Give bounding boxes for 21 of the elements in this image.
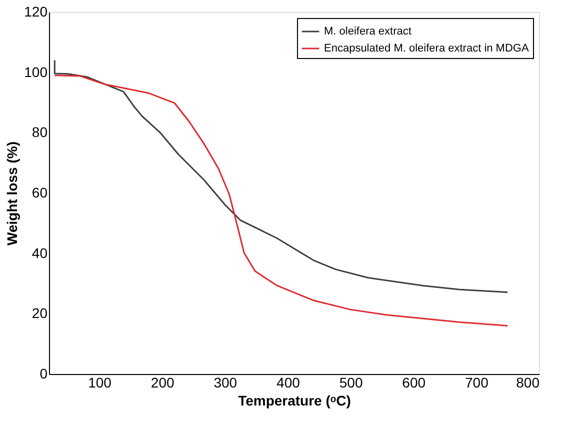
y-tick-label: 80 <box>32 124 48 140</box>
x-tick-label: 200 <box>150 374 174 390</box>
line-series <box>54 60 508 293</box>
x-tick-label: 500 <box>339 374 363 390</box>
y-axis-title: Weight loss (%) <box>4 142 20 246</box>
y-tick-label: 120 <box>24 4 48 20</box>
y-tick-label: 20 <box>32 305 48 322</box>
y-tick-label: 40 <box>32 244 48 261</box>
y-tick-label: 100 <box>24 64 48 80</box>
y-tick-label: 0 <box>40 366 48 382</box>
x-tick-label: 600 <box>402 374 426 390</box>
line-series <box>54 74 508 326</box>
x-tick-label: 800 <box>516 374 540 390</box>
x-tick-label: 400 <box>276 374 300 390</box>
x-tick-label: 300 <box>214 374 238 390</box>
y-tick-label: 60 <box>32 184 48 200</box>
legend-label: Encapsulated M. oleifera extract in MDGA <box>324 42 530 54</box>
x-tick-label: 700 <box>465 374 489 390</box>
legend-label: M. oleifera extract <box>324 26 412 38</box>
x-tick-label: 100 <box>88 374 112 390</box>
x-axis-title: Temperature (ᵒC) <box>238 392 351 408</box>
